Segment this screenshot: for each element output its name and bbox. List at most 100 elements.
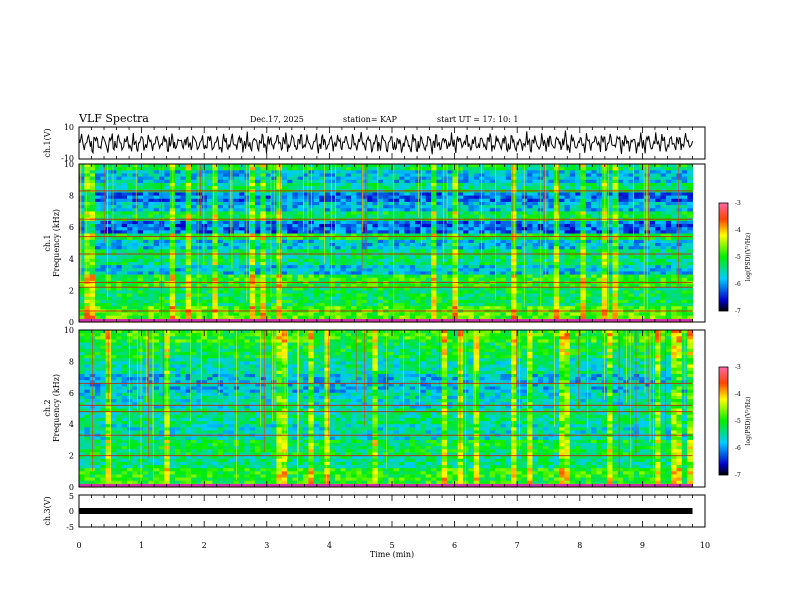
spectrogram-cell (500, 208, 507, 212)
spectrogram-cell (516, 205, 523, 209)
spectrogram-cell (409, 214, 416, 219)
spectrogram-cell (612, 205, 619, 209)
spectrogram-cell (180, 176, 187, 181)
spectrogram-cell (175, 186, 181, 190)
spectrogram-cell (484, 170, 491, 175)
spectrogram-cell (431, 170, 438, 175)
spectrogram-cell (335, 173, 341, 178)
spectrogram-cell (233, 258, 240, 263)
spectrogram-cell (473, 233, 480, 238)
spectrogram-cell (255, 192, 261, 197)
spectrogram-cell (420, 227, 427, 231)
spectrogram-cell (356, 167, 363, 171)
spectrogram-cell (665, 208, 672, 212)
spectrogram-cell (185, 236, 192, 241)
spectrogram-cell (319, 198, 325, 203)
spectrogram-cell (649, 173, 656, 178)
spectrogram-cell (244, 224, 251, 228)
spectrogram-cell (265, 220, 272, 225)
spectrogram-cell (153, 205, 160, 209)
spectrogram-cell (388, 164, 395, 168)
spectrogram-cell (233, 186, 240, 190)
spectrogram-cell (623, 224, 630, 228)
spectrogram-cell (575, 179, 582, 184)
spectrogram-cell (468, 236, 475, 241)
spectrogram-cell (591, 173, 598, 178)
spectrogram-cell (233, 239, 240, 244)
spectrogram-cell (244, 198, 251, 203)
spectrogram-cell (340, 198, 347, 203)
spectrogram-cell (617, 176, 624, 181)
spectrogram-cell (329, 205, 336, 209)
spectrogram-cell (473, 243, 480, 247)
spectrogram-cell (159, 239, 165, 244)
spectrogram-cell (255, 167, 261, 171)
spectrogram-cell (591, 192, 598, 197)
spectrogram-cell (404, 246, 411, 250)
spectrogram-cell (367, 195, 373, 200)
spectrogram-cell (617, 246, 624, 250)
spectrogram-cell (121, 224, 128, 228)
spectrogram-cell (121, 195, 128, 200)
spectrogram-cell (415, 170, 422, 175)
spectrogram-cell (148, 239, 155, 244)
spectrogram-cell (335, 195, 341, 200)
spectrogram-cell (367, 230, 373, 235)
ch1-waveform-series-line (78, 130, 693, 155)
spectrogram-cell (249, 236, 256, 241)
spectrogram-cell (105, 233, 112, 238)
spectrogram-cell (233, 211, 240, 216)
spectrogram-cell (425, 249, 432, 254)
spectrogram-cell (575, 227, 582, 231)
spectrogram-cell (601, 249, 608, 254)
spectrogram-cell (281, 236, 288, 241)
spectrogram-cell (335, 243, 341, 247)
spectrogram-cell (244, 179, 251, 184)
spectrogram-cell (271, 239, 277, 244)
spectrogram-cell (372, 233, 379, 238)
spectrogram-cell (164, 198, 171, 203)
spectrogram-cell (175, 211, 181, 216)
spectrogram-cell (628, 211, 635, 216)
spectrogram-cell (591, 249, 598, 254)
spectrogram-cell (441, 233, 448, 238)
spectrogram-cell (319, 186, 325, 190)
spectrogram-cell (436, 239, 443, 244)
spectrogram-cell (457, 198, 464, 203)
spectrogram-cell (687, 198, 694, 203)
spectrogram-cell (457, 258, 464, 263)
spectrogram-cell (185, 224, 192, 228)
spectrogram-cell (287, 201, 293, 206)
spectrogram-cell (105, 220, 112, 225)
spectrogram-cell (521, 249, 528, 254)
spectrogram-cell (239, 258, 245, 263)
spectrogram-cell (367, 198, 373, 203)
spectrogram-cell (153, 220, 160, 225)
spectrogram-cell (681, 249, 688, 254)
spectrogram-cell (292, 220, 299, 225)
spectrogram-cell (100, 205, 107, 209)
spectrogram-cell (356, 239, 363, 244)
spectrogram-cell (569, 170, 576, 175)
spectrogram-cell (569, 208, 576, 212)
spectrogram-cell (127, 192, 133, 197)
spectrogram-cell (623, 220, 630, 225)
spectrogram-cell (287, 195, 293, 200)
spectrogram-cell (196, 243, 203, 247)
spectrogram-cell (484, 236, 491, 241)
spectrogram-cell (239, 170, 245, 175)
spectrogram-cell (441, 227, 448, 231)
spectrogram-cell (340, 249, 347, 254)
spectrogram-cell (319, 170, 325, 175)
spectrogram-cell (447, 192, 454, 197)
spectrogram-cell (356, 243, 363, 247)
spectrogram-cell (223, 205, 229, 209)
spectrogram-cell (639, 205, 646, 209)
spectrogram-cell (425, 211, 432, 216)
spectrogram-cell (105, 236, 112, 241)
spectrogram-cell (313, 176, 320, 181)
spectrogram-cell (409, 249, 416, 254)
spectrogram-cell (623, 236, 630, 241)
spectrogram-cell (388, 198, 395, 203)
spectrogram-cell (217, 233, 224, 238)
